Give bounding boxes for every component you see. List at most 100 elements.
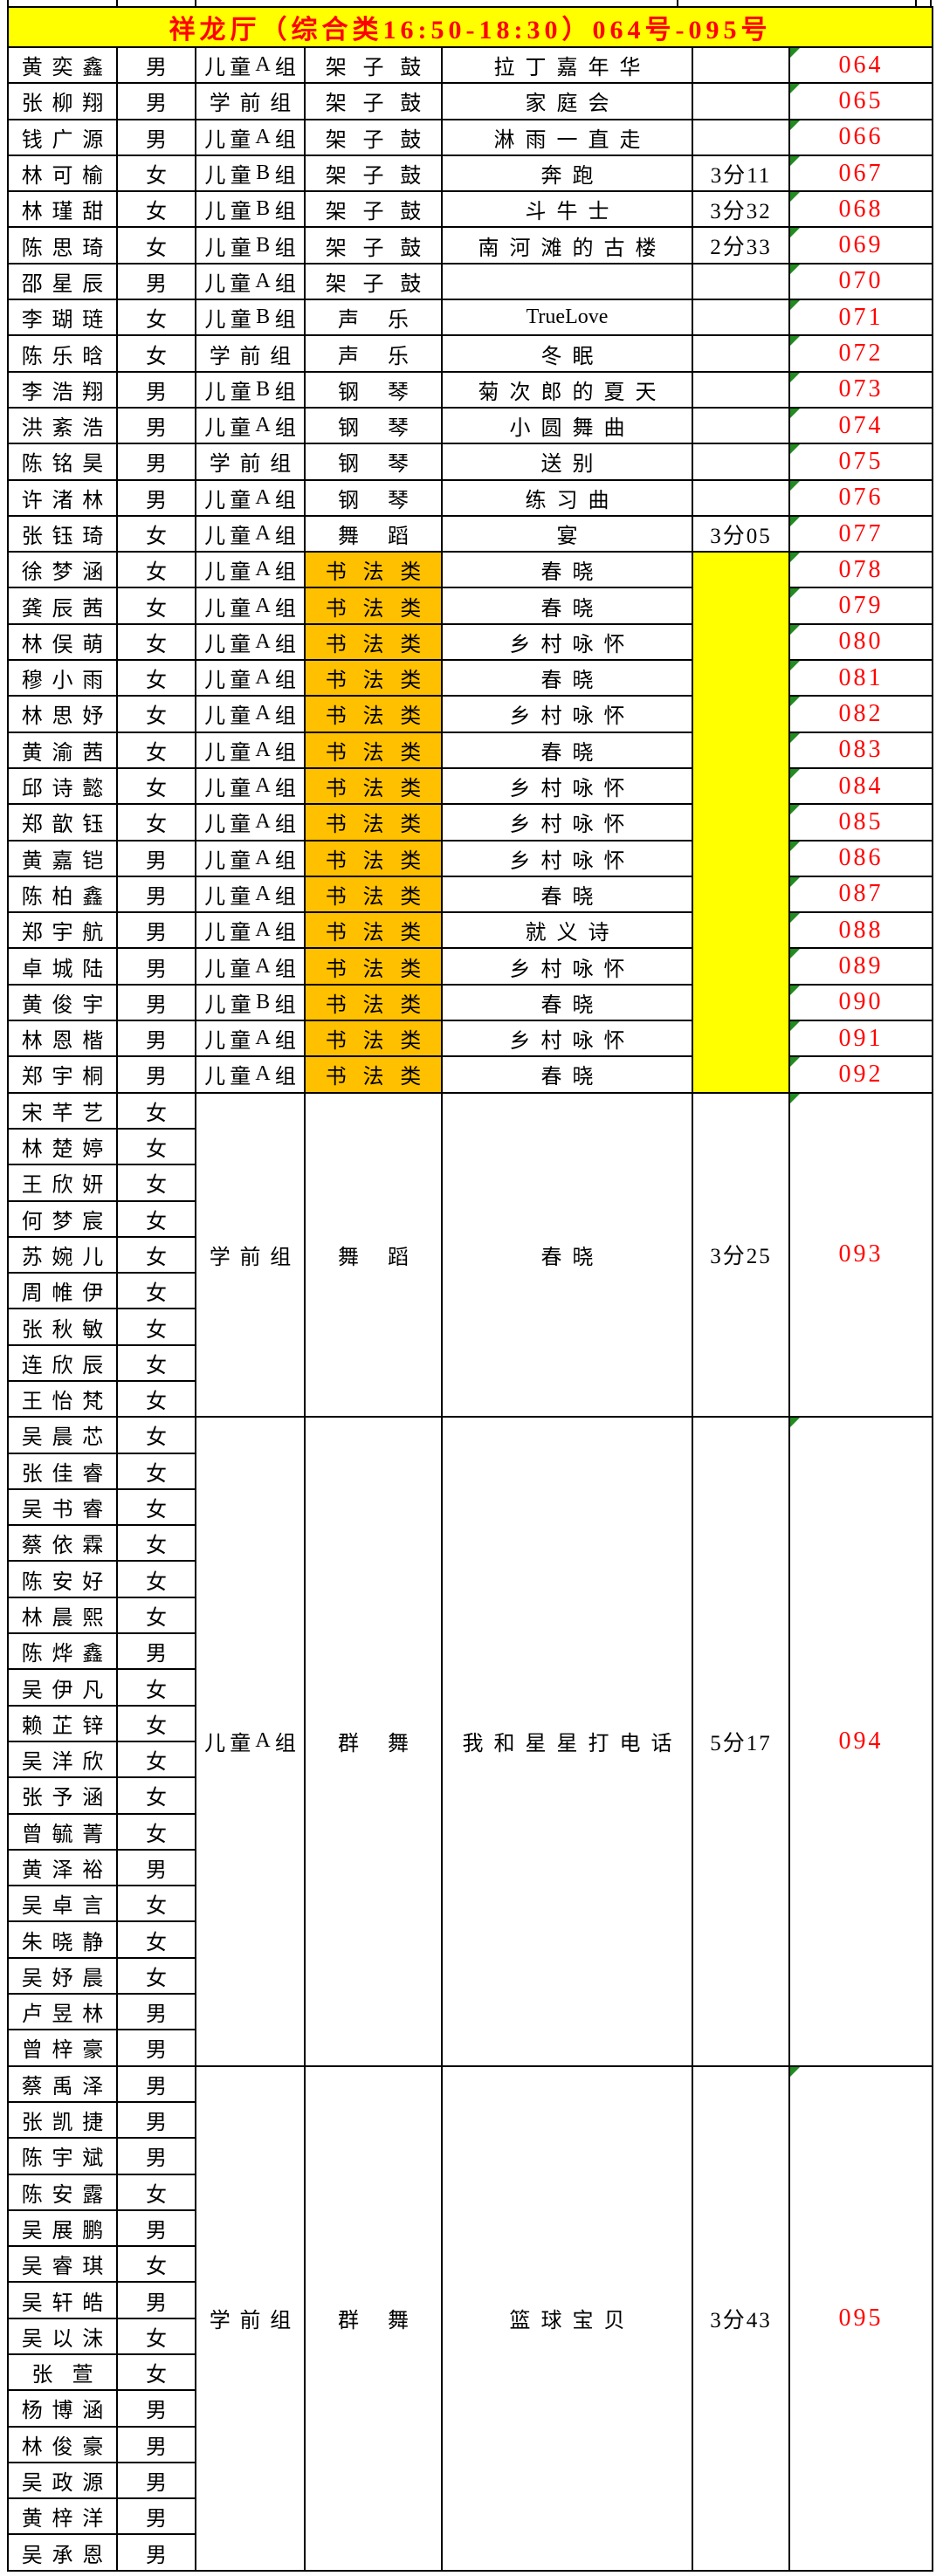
participant-name-cell: 蔡禹泽	[7, 2064, 118, 2103]
entry-number-cell-text: 082	[838, 699, 884, 727]
participant-name-cell-text: 张予涵	[21, 1787, 104, 1810]
category-cell: 书法类	[304, 983, 443, 1022]
gender-cell: 女	[116, 1560, 196, 1598]
piece-cell-text: 宴	[556, 526, 589, 548]
gender-cell-text: 女	[146, 526, 167, 548]
gender-cell: 女	[116, 1343, 196, 1382]
entry-number-cell-text: 090	[838, 988, 884, 1016]
category-cell: 群舞	[304, 2064, 443, 2572]
gender-cell-text: 女	[146, 1895, 167, 1919]
participant-name-cell-text: 杨博涵	[21, 2400, 104, 2423]
participant-name-cell: 陈宇斌	[7, 2137, 118, 2175]
gender-cell: 女	[116, 1596, 196, 1635]
green-triangle-icon	[791, 914, 800, 924]
category-cell: 书法类	[304, 803, 443, 841]
gender-cell-text: 男	[146, 2003, 167, 2027]
table-row: 黄梓洋 男	[7, 2497, 933, 2536]
piece-cell-text: 乡村咏怀	[509, 958, 636, 981]
gender-cell: 女	[116, 226, 196, 264]
gender-cell: 女	[116, 1812, 196, 1851]
gender-cell-text: 男	[146, 1030, 167, 1054]
entry-number-cell-text: 087	[838, 880, 884, 908]
duration-cell	[692, 45, 790, 85]
participant-name-cell: 林俊豪	[7, 2425, 118, 2463]
piece-cell-text: 我和星星打电话	[462, 1733, 683, 1756]
participant-name-cell: 吴睿琪	[7, 2245, 118, 2284]
entry-number-cell: 089	[788, 947, 934, 986]
age-group-cell: 学前组	[195, 82, 306, 120]
green-triangle-icon	[791, 1094, 800, 1103]
gender-cell-text: 女	[146, 2364, 167, 2387]
gender-cell: 男	[116, 443, 196, 481]
category-cell-text: 群舞	[338, 1733, 409, 1756]
green-triangle-icon	[791, 1419, 800, 1428]
gender-cell: 女	[116, 1091, 196, 1130]
category-cell-text: 书法类	[325, 885, 422, 909]
table-row: 吴睿琪 女	[7, 2245, 933, 2284]
category-cell: 架子鼓	[304, 45, 443, 85]
table-row: 林楚婷 女	[7, 1127, 933, 1166]
entry-number-cell-text: 064	[838, 51, 884, 79]
gender-cell-text: 女	[146, 2256, 167, 2279]
gender-cell: 女	[116, 1235, 196, 1274]
participant-name-cell-text: 邵星辰	[21, 272, 104, 296]
gender-cell: 女	[116, 587, 196, 625]
participant-name-cell: 苏婉儿	[7, 1235, 118, 1274]
gender-cell-text: 女	[146, 1391, 167, 1414]
gender-cell-text: 女	[146, 1570, 167, 1594]
participant-name-cell: 王欣妍	[7, 1164, 118, 1202]
table-row: 吴卓言 女	[7, 1885, 933, 1923]
green-triangle-icon	[791, 1058, 800, 1068]
participant-name-cell: 黄奕鑫	[7, 45, 118, 85]
participant-name-cell: 黄梓洋	[7, 2497, 118, 2536]
entry-number-cell-text: 089	[838, 952, 884, 980]
participant-name-cell: 张予涵	[7, 1776, 118, 1815]
piece-cell: 篮球宝贝	[441, 2064, 693, 2572]
table-row: 连欣辰 女	[7, 1343, 933, 1382]
table-row: 张予涵 女	[7, 1776, 933, 1815]
category-cell: 书法类	[304, 1055, 443, 1094]
gender-cell: 男	[116, 2064, 196, 2103]
duration-cell	[692, 82, 790, 120]
participant-name-cell: 王怡梵	[7, 1379, 118, 1419]
gender-cell-text: 男	[146, 2075, 167, 2099]
gender-cell-text: 男	[146, 417, 167, 441]
participant-name-cell-text: 卢昱林	[21, 2003, 104, 2027]
duration-cell: 3分25	[692, 1091, 790, 1419]
age-group-cell: 学前组	[195, 443, 306, 481]
category-cell-text: 声乐	[338, 345, 409, 368]
piece-cell-text: 乡村咏怀	[509, 1030, 636, 1054]
participant-name-cell-text: 连欣辰	[21, 1354, 104, 1377]
entry-number-cell-text: 071	[838, 303, 884, 331]
green-triangle-icon	[791, 481, 800, 491]
gender-cell-text: 女	[146, 705, 167, 729]
category-cell: 钢琴	[304, 370, 443, 409]
gender-cell-text: 女	[146, 1174, 167, 1198]
participant-name-cell: 邵星辰	[7, 262, 118, 301]
participant-name-cell: 吴伊凡	[7, 1668, 118, 1707]
green-triangle-icon	[791, 49, 800, 58]
participant-name-cell: 卢昱林	[7, 1993, 118, 2031]
entry-number-cell: 083	[788, 731, 934, 769]
table-row: 陈铭昊 男 学前组 钢琴 送别 075	[7, 443, 934, 481]
gender-cell: 女	[116, 1956, 196, 1996]
participant-name-cell-text: 林恩楷	[21, 1030, 104, 1054]
table-row: 郑宇航 男 儿童 A 组 书法类 就义诗 088	[7, 911, 934, 950]
gender-cell: 女	[116, 1199, 196, 1238]
piece-cell: 乡村咏怀	[441, 947, 693, 986]
participant-name-cell-text: 吴政源	[21, 2472, 104, 2496]
participant-name-cell: 邱诗懿	[7, 766, 118, 806]
piece-cell: 乡村咏怀	[441, 839, 693, 877]
piece-cell-text: 乡村咏怀	[509, 633, 636, 656]
participant-name-cell: 许渚林	[7, 478, 118, 517]
entry-number-cell: 076	[788, 478, 934, 517]
merged-duration-cell	[692, 551, 790, 1094]
